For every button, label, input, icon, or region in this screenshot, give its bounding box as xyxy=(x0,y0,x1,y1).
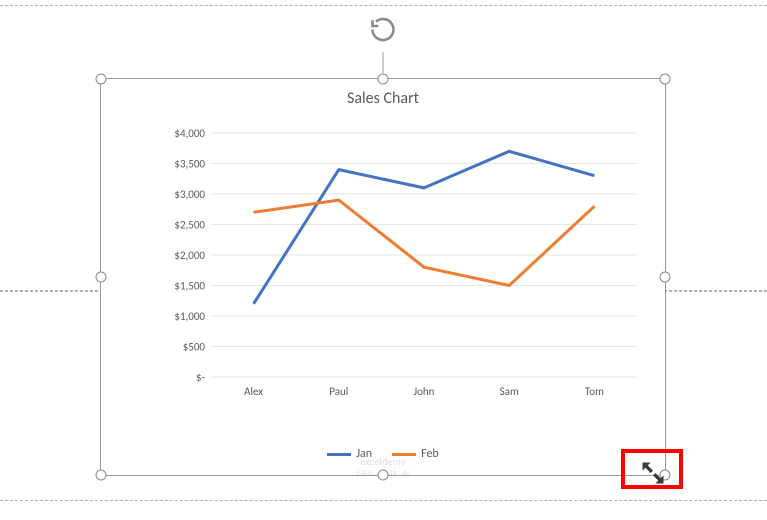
svg-text:$1,500: $1,500 xyxy=(174,280,205,293)
tutorial-highlight xyxy=(621,449,683,489)
resize-handle-n[interactable] xyxy=(378,74,389,85)
svg-text:$3,500: $3,500 xyxy=(174,158,205,171)
resize-handle-w[interactable] xyxy=(96,272,107,283)
legend-swatch-jan xyxy=(327,453,351,456)
svg-text:$-: $- xyxy=(196,371,205,384)
svg-text:Sam: Sam xyxy=(500,385,519,398)
resize-cursor-icon xyxy=(639,459,667,492)
svg-text:$500: $500 xyxy=(183,341,206,354)
chart-object[interactable]: Sales Chart $-$500$1,000$1,500$2,000$2,5… xyxy=(100,78,666,476)
legend-label-jan: Jan xyxy=(356,447,372,461)
legend-item-feb: Feb xyxy=(392,447,439,461)
svg-text:$2,500: $2,500 xyxy=(174,219,205,232)
svg-text:John: John xyxy=(414,385,435,398)
svg-text:$3,000: $3,000 xyxy=(174,188,205,201)
resize-handle-nw[interactable] xyxy=(96,74,107,85)
guide-bottom xyxy=(0,500,767,501)
svg-text:Alex: Alex xyxy=(244,385,263,398)
plot-area: $- $500 $1,000 $1,500 $2,000 $2,500 $3,000 $3,5… xyxy=(161,129,645,405)
resize-handle-e[interactable] xyxy=(660,272,671,283)
chart-svg: $- $500 $1,000 $1,500 $2,000 $2,500 $3,000 $3,5… xyxy=(161,129,645,405)
guide-top xyxy=(0,0,767,6)
svg-text:$1,000: $1,000 xyxy=(174,310,205,323)
svg-text:Paul: Paul xyxy=(329,385,348,398)
svg-text:Tom: Tom xyxy=(585,385,604,398)
resize-handle-s[interactable] xyxy=(378,470,389,481)
svg-text:$2,000: $2,000 xyxy=(174,249,205,262)
legend-item-jan: Jan xyxy=(327,447,372,461)
legend: Jan Feb xyxy=(101,447,665,461)
legend-label-feb: Feb xyxy=(421,447,439,461)
resize-handle-sw[interactable] xyxy=(96,470,107,481)
resize-handle-ne[interactable] xyxy=(660,74,671,85)
svg-text:$4,000: $4,000 xyxy=(174,129,205,140)
rotate-icon xyxy=(369,16,397,49)
legend-swatch-feb xyxy=(392,453,416,456)
